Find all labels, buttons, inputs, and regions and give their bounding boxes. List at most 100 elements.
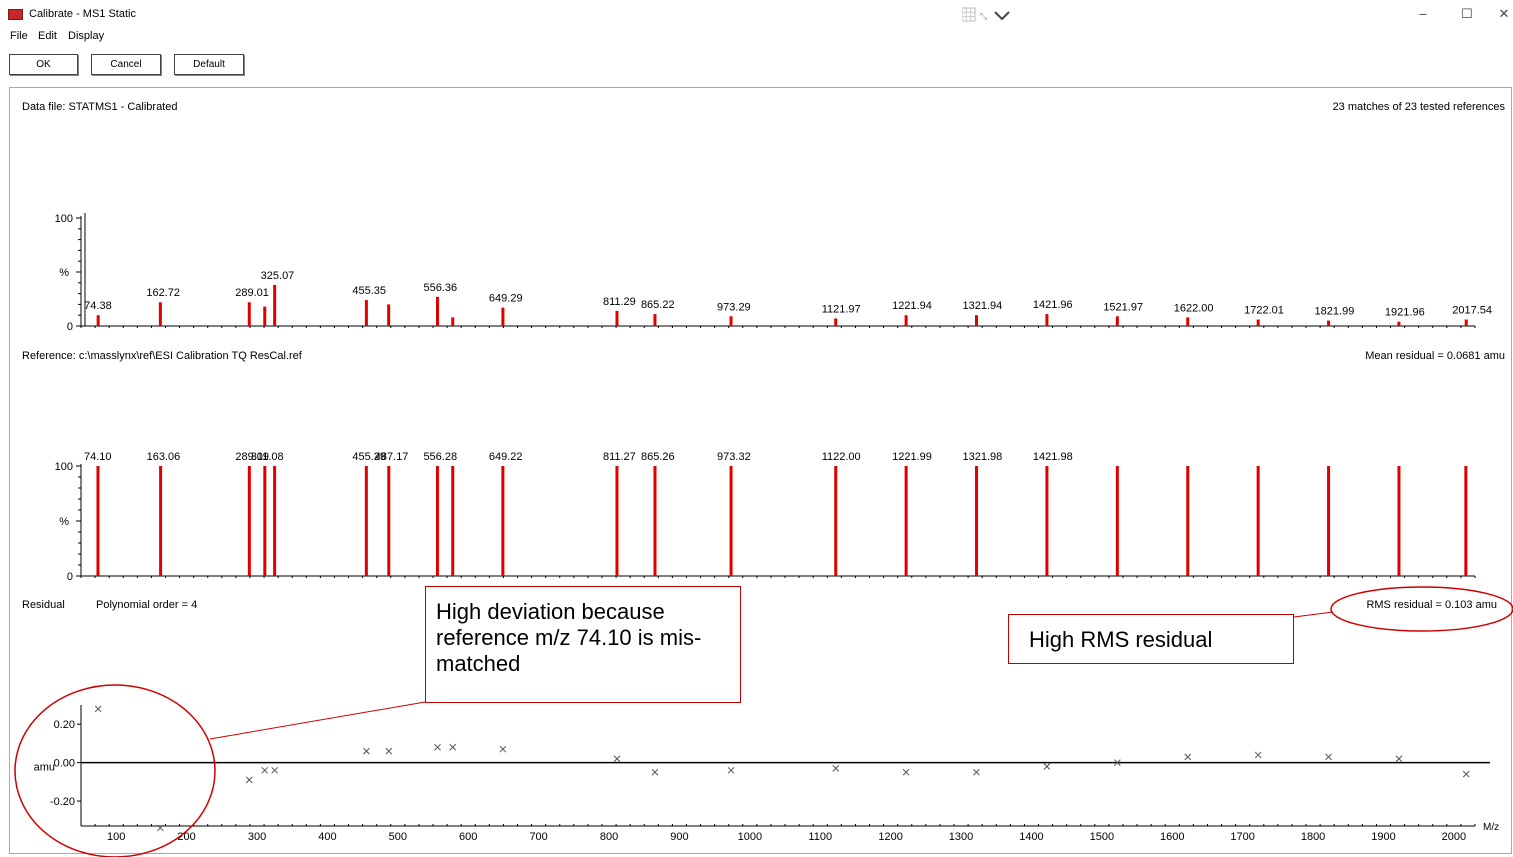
peak-label: 2017.54 bbox=[1452, 305, 1492, 317]
peak-label: 1321.98 bbox=[963, 451, 1003, 463]
peak-label: 163.06 bbox=[147, 451, 181, 463]
x-tick-label: 1900 bbox=[1371, 831, 1395, 843]
marker-stroke bbox=[1043, 763, 1051, 770]
residual-marker bbox=[1325, 753, 1332, 761]
residual-marker bbox=[1254, 751, 1262, 759]
rms-residual: RMS residual = 0.103 amu bbox=[1366, 599, 1497, 611]
svg-text:⤡: ⤡ bbox=[980, 12, 987, 22]
marker-stroke bbox=[902, 768, 910, 776]
residual-marker bbox=[1462, 770, 1470, 778]
residual-marker bbox=[1395, 755, 1403, 763]
residual-marker bbox=[94, 705, 102, 713]
window-title: Calibrate - MS1 Static bbox=[29, 8, 136, 20]
rms-highlight-ellipse bbox=[1330, 586, 1513, 632]
residual-marker bbox=[1113, 759, 1121, 766]
ok-button[interactable]: OK bbox=[9, 54, 78, 75]
peak-label: 865.22 bbox=[641, 299, 675, 311]
y-tick-label: 100 bbox=[55, 461, 73, 473]
marker-stroke bbox=[727, 766, 735, 774]
marker-stroke bbox=[1395, 755, 1403, 763]
x-tick-label: 2000 bbox=[1442, 831, 1466, 843]
peak-label: 289.01 bbox=[235, 287, 269, 299]
marker-stroke bbox=[613, 755, 621, 763]
rms-leader-line bbox=[1293, 611, 1334, 618]
marker-stroke bbox=[245, 776, 253, 784]
peak-label: 455.29 bbox=[352, 451, 386, 463]
residual-marker bbox=[261, 766, 269, 774]
residual-marker bbox=[245, 776, 253, 784]
default-button[interactable]: Default bbox=[174, 54, 244, 75]
peak-label: 556.28 bbox=[423, 451, 457, 463]
data-file-label: Data file: STATMS1 - Calibrated bbox=[22, 101, 178, 113]
residual-marker bbox=[1043, 763, 1051, 770]
peak-label: 1221.99 bbox=[892, 451, 932, 463]
residual-marker bbox=[651, 768, 659, 776]
marker-stroke bbox=[385, 747, 393, 755]
app-icon bbox=[8, 9, 23, 20]
marker-stroke bbox=[271, 766, 279, 774]
marker-stroke bbox=[1254, 751, 1262, 759]
marker-stroke bbox=[449, 743, 457, 751]
peak-label: 311.08 bbox=[251, 451, 284, 463]
layout-grid-icon[interactable]: ⤡ bbox=[962, 7, 1018, 25]
peak-label: 1421.98 bbox=[1033, 451, 1073, 463]
close-button[interactable]: ✕ bbox=[1498, 6, 1510, 21]
y-tick-label: 0.00 bbox=[54, 758, 75, 770]
peak-label: 325.07 bbox=[261, 270, 295, 282]
x-tick-label: 800 bbox=[600, 831, 618, 843]
x-tick-label: 500 bbox=[389, 831, 407, 843]
y-axis-label: % bbox=[59, 267, 69, 279]
x-tick-label: 1600 bbox=[1160, 831, 1184, 843]
peak-label: 1521.97 bbox=[1103, 301, 1143, 313]
menu-file[interactable]: File bbox=[10, 30, 28, 42]
maximize-button[interactable]: ☐ bbox=[1461, 6, 1473, 21]
peak-label: 487.17 bbox=[375, 451, 409, 463]
menu-edit[interactable]: Edit bbox=[38, 30, 57, 42]
y-tick-label: -0.20 bbox=[50, 796, 75, 808]
marker-stroke bbox=[434, 743, 441, 751]
peak-label: 1321.94 bbox=[962, 300, 1002, 312]
reference-file-label: Reference: c:\masslynx\ref\ESI Calibrati… bbox=[22, 350, 302, 362]
minimize-button[interactable]: – bbox=[1419, 6, 1427, 21]
x-tick-label: 1200 bbox=[878, 831, 902, 843]
x-tick-label: 400 bbox=[318, 831, 336, 843]
x-tick-label: 700 bbox=[529, 831, 547, 843]
residual-marker bbox=[902, 768, 910, 776]
x-tick-label: 1800 bbox=[1301, 831, 1325, 843]
peak-label: 1722.01 bbox=[1244, 305, 1284, 317]
x-axis-label: M/z bbox=[1483, 822, 1499, 833]
title-bar: Calibrate - MS1 Static ⤡ – ☐ ✕ bbox=[0, 0, 1513, 28]
marker-stroke bbox=[1184, 753, 1192, 761]
cancel-button[interactable]: Cancel bbox=[91, 54, 161, 75]
marker-stroke bbox=[94, 705, 102, 713]
x-tick-label: 1400 bbox=[1019, 831, 1043, 843]
rms-note: High RMS residual bbox=[1029, 627, 1213, 652]
peak-label: 74.10 bbox=[84, 451, 112, 463]
plot-frame bbox=[9, 87, 1512, 854]
residual-marker bbox=[434, 743, 441, 751]
x-tick-label: 1100 bbox=[808, 831, 832, 843]
mean-residual: Mean residual = 0.0681 amu bbox=[1365, 350, 1505, 362]
peak-label: 556.36 bbox=[423, 282, 457, 294]
residual-marker bbox=[1184, 753, 1192, 761]
peak-label: 1221.94 bbox=[892, 300, 932, 312]
marker-stroke bbox=[1462, 770, 1470, 778]
x-tick-label: 1300 bbox=[949, 831, 973, 843]
marker-stroke bbox=[156, 824, 164, 832]
y-tick-label: 0 bbox=[67, 321, 73, 333]
menu-display[interactable]: Display bbox=[68, 30, 105, 42]
y-tick-label: 0.20 bbox=[54, 719, 75, 731]
peak-label: 811.27 bbox=[603, 451, 636, 463]
x-tick-label: 1500 bbox=[1090, 831, 1114, 843]
marker-stroke bbox=[499, 745, 507, 753]
peak-label: 289.09 bbox=[235, 451, 269, 463]
peak-label: 649.29 bbox=[489, 293, 523, 305]
deviation-leader-line bbox=[209, 701, 426, 740]
peak-label: 1121.97 bbox=[822, 303, 861, 315]
peak-label: 811.29 bbox=[603, 296, 636, 308]
deviation-highlight-ellipse bbox=[14, 684, 216, 857]
matches-count: 23 matches of 23 tested references bbox=[1332, 101, 1505, 113]
x-tick-label: 600 bbox=[459, 831, 477, 843]
x-tick-label: 900 bbox=[670, 831, 688, 843]
